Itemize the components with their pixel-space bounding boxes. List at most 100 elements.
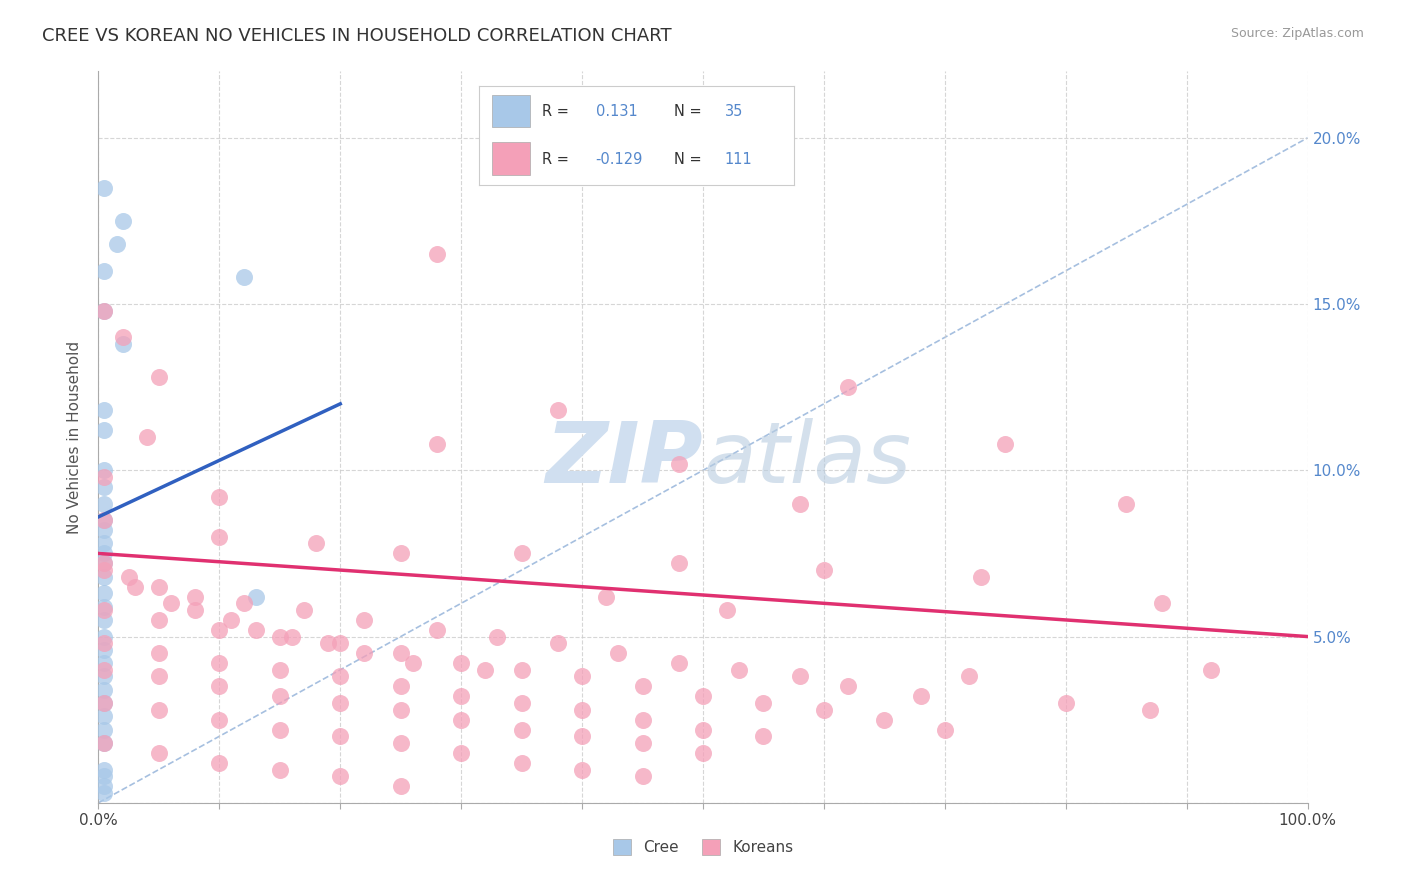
Point	[93, 779, 115, 793]
Point	[329, 669, 352, 683]
Point	[389, 736, 412, 750]
Point	[510, 546, 533, 560]
Point	[208, 530, 231, 544]
Point	[148, 580, 170, 594]
Point	[474, 663, 496, 677]
Point	[208, 623, 231, 637]
Point	[208, 490, 231, 504]
Point	[93, 424, 115, 438]
Point	[510, 723, 533, 737]
Point	[93, 682, 115, 697]
Point	[510, 696, 533, 710]
Point	[148, 703, 170, 717]
Point	[692, 723, 714, 737]
Point	[970, 570, 993, 584]
Point	[93, 709, 115, 723]
Point	[245, 623, 267, 637]
Point	[93, 663, 115, 677]
Point	[105, 237, 128, 252]
Point	[389, 546, 412, 560]
Point	[668, 457, 690, 471]
Point	[486, 630, 509, 644]
Point	[93, 523, 115, 537]
Point	[232, 596, 254, 610]
Point	[1139, 703, 1161, 717]
Point	[668, 656, 690, 670]
Point	[571, 703, 593, 717]
Point	[269, 630, 291, 644]
Point	[111, 337, 134, 351]
Point	[353, 613, 375, 627]
Point	[837, 680, 859, 694]
Point	[571, 763, 593, 777]
Point	[93, 470, 115, 484]
Point	[148, 669, 170, 683]
Point	[93, 536, 115, 550]
Text: ZIP: ZIP	[546, 417, 703, 500]
Point	[389, 779, 412, 793]
Point	[93, 656, 115, 670]
Point	[426, 623, 449, 637]
Point	[221, 613, 243, 627]
Point	[1152, 596, 1174, 610]
Point	[93, 630, 115, 644]
Point	[148, 746, 170, 760]
Point	[837, 380, 859, 394]
Point	[208, 756, 231, 770]
Point	[353, 646, 375, 660]
Point	[316, 636, 339, 650]
Point	[184, 590, 207, 604]
Point	[329, 696, 352, 710]
Legend: Cree, Koreans: Cree, Koreans	[606, 833, 800, 861]
Point	[329, 636, 352, 650]
Point	[208, 656, 231, 670]
Point	[957, 669, 980, 683]
Point	[208, 713, 231, 727]
Point	[93, 586, 115, 600]
Point	[93, 723, 115, 737]
Point	[135, 430, 157, 444]
Text: CREE VS KOREAN NO VEHICLES IN HOUSEHOLD CORRELATION CHART: CREE VS KOREAN NO VEHICLES IN HOUSEHOLD …	[42, 27, 672, 45]
Point	[93, 557, 115, 571]
Point	[93, 480, 115, 494]
Point	[93, 769, 115, 783]
Point	[305, 536, 328, 550]
Point	[281, 630, 304, 644]
Point	[93, 603, 115, 617]
Point	[873, 713, 896, 727]
Point	[607, 646, 630, 660]
Point	[93, 180, 115, 194]
Point	[93, 643, 115, 657]
Point	[184, 603, 207, 617]
Point	[631, 680, 654, 694]
Point	[450, 746, 472, 760]
Point	[450, 690, 472, 704]
Point	[111, 330, 134, 344]
Point	[93, 264, 115, 278]
Text: atlas: atlas	[703, 417, 911, 500]
Point	[93, 696, 115, 710]
Point	[571, 729, 593, 743]
Y-axis label: No Vehicles in Household: No Vehicles in Household	[67, 341, 83, 533]
Point	[93, 696, 115, 710]
Point	[93, 303, 115, 318]
Point	[510, 663, 533, 677]
Point	[547, 403, 569, 417]
Point	[1115, 497, 1137, 511]
Point	[269, 763, 291, 777]
Point	[389, 703, 412, 717]
Point	[668, 557, 690, 571]
Point	[547, 636, 569, 650]
Point	[93, 736, 115, 750]
Point	[329, 729, 352, 743]
Point	[148, 613, 170, 627]
Point	[93, 497, 115, 511]
Point	[934, 723, 956, 737]
Point	[571, 669, 593, 683]
Point	[93, 546, 115, 560]
Point	[389, 680, 412, 694]
Point	[692, 746, 714, 760]
Point	[716, 603, 738, 617]
Point	[813, 703, 835, 717]
Point	[93, 636, 115, 650]
